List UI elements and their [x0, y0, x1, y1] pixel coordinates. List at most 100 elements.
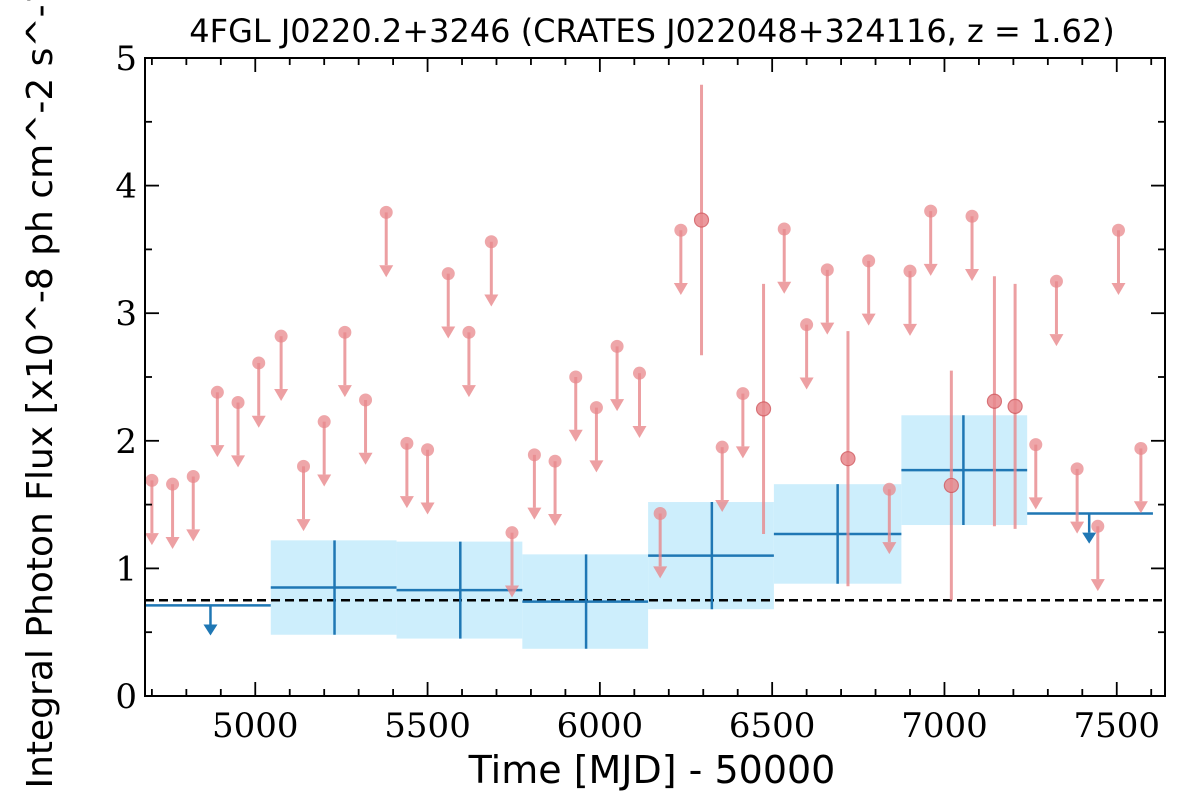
short-bin-point [840, 451, 856, 467]
x-axis-ticks: 5000 5500 6000 6500 7000 7500 [150, 58, 1160, 746]
short-bin-upper-limit-point [777, 222, 791, 236]
y-tick-label: 4 [115, 167, 137, 207]
short-bin-upper-limit-arrow [379, 265, 394, 278]
short-bin-upper-limit-arrow [632, 425, 647, 438]
y-tick-label: 1 [115, 549, 137, 589]
long-bin-bands [270, 415, 1028, 649]
short-bin-upper-limit-arrow [799, 377, 814, 390]
short-bin-upper-limit-arrow [903, 323, 917, 336]
short-bin-upper-limit-arrow [673, 283, 688, 296]
long-bin-series [145, 415, 1153, 649]
short-bin-upper-limit-point [610, 339, 624, 353]
short-bin-upper-limit-arrow [882, 542, 897, 555]
short-bin-upper-limit-arrow [251, 415, 266, 428]
short-bin-upper-limit-point [924, 204, 938, 218]
short-bin-upper-limit-point [674, 223, 688, 237]
short-bin-upper-limit-arrow [441, 326, 456, 339]
short-bin-upper-limit-arrow [186, 529, 201, 542]
short-bin-upper-limit-point [166, 477, 180, 491]
short-bin-upper-limit-point [252, 356, 266, 370]
short-bin-upper-limit-point [882, 482, 896, 496]
short-bin-upper-limit-point [379, 205, 393, 219]
short-bin-upper-limit-arrow [589, 460, 604, 473]
short-bin-upper-limit-point [210, 385, 224, 399]
y-tick-label: 2 [115, 422, 137, 462]
x-tick-label: 7000 [901, 706, 988, 746]
short-bin-point [755, 401, 772, 417]
short-bin-upper-limit-arrow [1133, 501, 1148, 514]
short-bin-upper-limit-arrow [735, 446, 750, 459]
short-bin-upper-limit-arrow [1070, 521, 1085, 534]
x-axis-label: Time [MJD] - 50000 [468, 748, 836, 792]
y-tick-label: 5 [115, 39, 137, 79]
short-bin-upper-limit-point [145, 473, 159, 487]
short-bin-upper-limit-arrow [296, 519, 311, 532]
y-axis-label: Integral Photon Flux [x10^-8 ph cm^-2 s^… [20, 0, 61, 789]
short-bin-upper-limit-point [1134, 441, 1148, 455]
short-bin-upper-limit-arrow [144, 533, 159, 546]
short-bin-upper-limit-point [632, 366, 646, 380]
short-bin-upper-limit-arrow [923, 263, 938, 276]
short-bin-point [986, 393, 1003, 409]
short-bin-upper-limit-arrow [1111, 283, 1126, 296]
short-bin-upper-limit-arrow [715, 499, 730, 512]
short-bin-upper-limit-point [715, 440, 729, 454]
short-bin-upper-limit-arrow [358, 452, 373, 465]
short-bin-upper-limit-arrow [484, 294, 499, 307]
short-bin-upper-limit-point [548, 454, 562, 468]
chart-title: 4FGL J0220.2+3246 (CRATES J022048+324116… [189, 12, 1114, 50]
short-bin-upper-limit-arrow [653, 566, 668, 579]
x-tick-label: 5000 [212, 706, 299, 746]
short-bin-upper-limit-point [484, 235, 498, 249]
short-bin-upper-limit-point [653, 507, 667, 521]
short-bin-upper-limit-point [569, 370, 583, 384]
short-bin-upper-limit-point [400, 436, 414, 450]
short-bin-upper-limit-point [421, 443, 435, 457]
short-bin-upper-limit-point [274, 329, 288, 343]
short-bin-upper-limit-point [441, 267, 455, 281]
short-bin-upper-limit-arrow [568, 429, 583, 442]
short-bin-upper-limit-point [589, 401, 603, 415]
short-bin-upper-limit-arrow [165, 536, 180, 549]
y-tick-label: 0 [115, 677, 137, 717]
y-axis-ticks: 0 1 2 3 4 5 [115, 39, 1165, 717]
short-bin-upper-limit-arrow [1028, 497, 1043, 510]
x-tick-label: 6000 [557, 706, 644, 746]
short-bin-upper-limit-point [736, 387, 750, 401]
short-bin-upper-limit-arrow [504, 585, 519, 598]
short-bin-upper-limit-arrow [274, 388, 289, 401]
short-bin-upper-limit-point [505, 526, 519, 540]
short-bin-upper-limit-arrow [861, 313, 876, 326]
short-bin-upper-limit-arrow [399, 496, 414, 509]
short-bin-upper-limit-arrow [777, 281, 792, 294]
short-bin-upper-limit-point [186, 470, 200, 484]
short-bin-upper-limit-arrow [337, 385, 352, 398]
y-tick-label: 3 [115, 294, 137, 334]
short-bin-upper-limit-arrow [820, 322, 835, 335]
short-bin-upper-limit-arrow [461, 385, 476, 398]
x-tick-label: 6500 [729, 706, 816, 746]
short-bin-upper-limit-point [297, 459, 311, 473]
short-bin-upper-limit-point [338, 325, 352, 339]
short-bin-series [144, 84, 1148, 601]
short-bin-upper-limit-arrow [527, 507, 542, 520]
short-bin-upper-limit-arrow [420, 502, 435, 515]
short-bin-upper-limit-point [800, 318, 814, 332]
short-bin-upper-limit-arrow [610, 399, 625, 412]
short-bin-upper-limit-point [1111, 223, 1125, 237]
short-bin-point [693, 212, 710, 228]
short-bin-upper-limit-arrow [231, 455, 246, 468]
short-bin-upper-limit-point [1091, 519, 1105, 533]
short-bin-point [1007, 398, 1023, 414]
short-bin-upper-limit-point [862, 254, 876, 268]
short-bin-upper-limit-arrow [548, 514, 563, 527]
short-bin-upper-limit-arrow [210, 445, 225, 458]
short-bin-upper-limit-point [1070, 462, 1084, 476]
short-bin-upper-limit-point [231, 396, 245, 410]
short-bin-upper-limit-arrow [965, 269, 980, 282]
short-bin-upper-limit-point [820, 263, 834, 277]
short-bin-upper-limit-point [317, 415, 331, 429]
short-bin-upper-limit-point [462, 325, 476, 339]
short-bin-upper-limit-arrow [1090, 579, 1105, 592]
